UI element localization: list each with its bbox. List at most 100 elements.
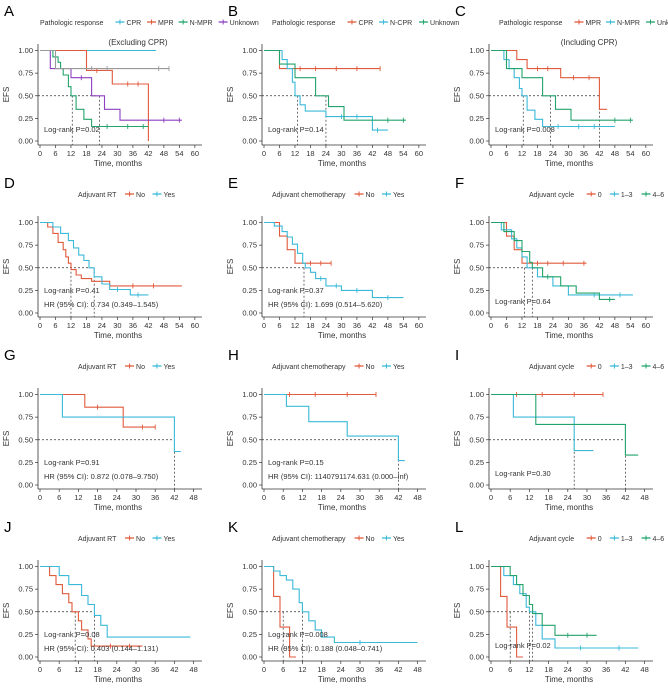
km-curve-yes xyxy=(40,393,181,453)
panel-h: H Adjuvant chemotherapy No Yes 0.00 0.25 0.50 0… xyxy=(226,347,426,512)
x-tick-label: 48 xyxy=(189,493,197,502)
x-tick-label: 18 xyxy=(93,665,101,674)
y-tick-label: 1.00 xyxy=(18,218,33,227)
x-tick-label: 6 xyxy=(504,321,508,330)
x-tick-label: 36 xyxy=(602,665,610,674)
x-tick-label: 54 xyxy=(175,321,183,330)
x-tick-label: 18 xyxy=(82,321,90,330)
x-axis-title: Time, months xyxy=(545,331,593,340)
y-tick-label: 0.50 xyxy=(18,607,33,616)
panel-letter: H xyxy=(228,347,239,364)
km-curve-n-mpr xyxy=(491,49,615,128)
x-axis-title: Time, months xyxy=(318,675,366,684)
log-rank-p: Log-rank P=0.41 xyxy=(44,286,100,295)
x-tick-label: 18 xyxy=(306,149,314,158)
x-tick-label: 18 xyxy=(317,665,325,674)
x-axis-title: Time, months xyxy=(94,503,142,512)
y-tick-label: 1.00 xyxy=(18,390,33,399)
y-tick-label: 0.75 xyxy=(469,241,484,250)
x-tick-label: 6 xyxy=(53,149,57,158)
y-tick-label: 0.50 xyxy=(18,263,33,272)
legend: Adjuvant chemotherapy No Yes xyxy=(272,191,405,199)
log-rank-p: Log-rank P=0.08 xyxy=(44,630,100,639)
panel-letter: J xyxy=(4,519,12,536)
log-rank-p: Log-rank P=0.91 xyxy=(44,458,100,467)
legend: Adjuvant cycle 0 1–3 4–6 xyxy=(529,191,664,199)
x-tick-label: 0 xyxy=(489,665,493,674)
x-tick-label: 12 xyxy=(518,149,526,158)
y-tick-label: 0.50 xyxy=(469,607,484,616)
y-tick-label: 0.50 xyxy=(18,435,33,444)
x-tick-label: 36 xyxy=(129,149,137,158)
log-rank-p: Log-rank P=0.02 xyxy=(44,125,100,134)
x-tick-label: 36 xyxy=(129,321,137,330)
x-axis-title: Time, months xyxy=(545,503,593,512)
legend: Adjuvant RT No Yes xyxy=(78,363,175,371)
y-tick-label: 1.00 xyxy=(242,218,257,227)
legend-title: Adjuvant cycle xyxy=(529,192,574,199)
x-tick-label: 48 xyxy=(189,665,197,674)
x-tick-label: 18 xyxy=(533,321,541,330)
legend-label: Unknown xyxy=(657,20,668,27)
legend-title: Adjuvant RT xyxy=(78,536,117,543)
legend-label: N-MPR xyxy=(617,20,640,27)
x-tick-label: 0 xyxy=(38,493,42,502)
x-tick-label: 6 xyxy=(277,321,281,330)
legend-label: No xyxy=(366,364,375,371)
x-tick-label: 0 xyxy=(489,493,493,502)
y-tick-label: 0.00 xyxy=(469,137,484,146)
x-tick-label: 48 xyxy=(384,321,392,330)
x-axis-title: Time, months xyxy=(94,331,142,340)
log-rank-p: Log-rank P=0.15 xyxy=(268,458,324,467)
x-tick-label: 48 xyxy=(160,149,168,158)
y-tick-label: 0.25 xyxy=(469,114,484,123)
x-tick-label: 24 xyxy=(98,149,106,158)
km-curve-unknown xyxy=(40,49,182,121)
y-tick-label: 1.00 xyxy=(469,218,484,227)
x-tick-label: 30 xyxy=(583,493,591,502)
y-axis-title: EFS xyxy=(226,87,235,103)
x-tick-label: 42 xyxy=(595,321,603,330)
x-axis-title: Time, months xyxy=(545,159,593,168)
km-curve-n-cpr xyxy=(264,49,388,131)
y-tick-label: 0.75 xyxy=(242,241,257,250)
y-tick-label: 0.25 xyxy=(469,630,484,639)
legend-title: Pathologic response xyxy=(272,20,336,27)
km-curve-4-6 xyxy=(491,565,597,636)
x-tick-label: 42 xyxy=(368,321,376,330)
x-tick-label: 6 xyxy=(281,493,285,502)
y-tick-label: 0.25 xyxy=(242,458,257,467)
x-tick-label: 36 xyxy=(353,149,361,158)
km-curve-yes xyxy=(264,393,405,462)
x-tick-label: 30 xyxy=(564,149,572,158)
legend-label: No xyxy=(136,364,145,371)
x-tick-label: 36 xyxy=(580,149,588,158)
km-curve-n-mpr xyxy=(40,49,149,128)
x-axis-title: Time, months xyxy=(94,159,142,168)
panel-letter: L xyxy=(455,519,463,536)
legend-label: No xyxy=(136,192,145,199)
x-tick-label: 24 xyxy=(337,665,345,674)
log-rank-p: Log-rank P=0.64 xyxy=(495,297,551,306)
x-tick-label: 36 xyxy=(375,665,383,674)
x-tick-label: 60 xyxy=(642,149,650,158)
y-tick-label: 0.00 xyxy=(469,653,484,662)
x-tick-label: 12 xyxy=(67,149,75,158)
x-tick-label: 48 xyxy=(640,493,648,502)
panel-letter: E xyxy=(228,175,238,192)
x-tick-label: 18 xyxy=(533,149,541,158)
x-tick-label: 54 xyxy=(175,149,183,158)
y-axis-title: EFS xyxy=(453,603,462,619)
legend: Adjuvant chemotherapy No Yes xyxy=(272,535,405,543)
y-axis-title: EFS xyxy=(2,87,11,103)
x-tick-label: 24 xyxy=(564,493,572,502)
legend-label: No xyxy=(366,192,375,199)
y-tick-label: 0.50 xyxy=(242,263,257,272)
legend-label: 1–3 xyxy=(621,192,633,199)
panel-letter: A xyxy=(4,3,14,20)
x-tick-label: 42 xyxy=(368,149,376,158)
hazard-ratio: HR (95% CI): 0.734 (0.349–1.545) xyxy=(44,300,159,309)
x-tick-label: 6 xyxy=(504,149,508,158)
panel-f: F Adjuvant cycle 0 1–3 4–6 0.00 0.25 0.50 0.75 1.… xyxy=(453,175,664,340)
y-tick-label: 0.00 xyxy=(242,137,257,146)
